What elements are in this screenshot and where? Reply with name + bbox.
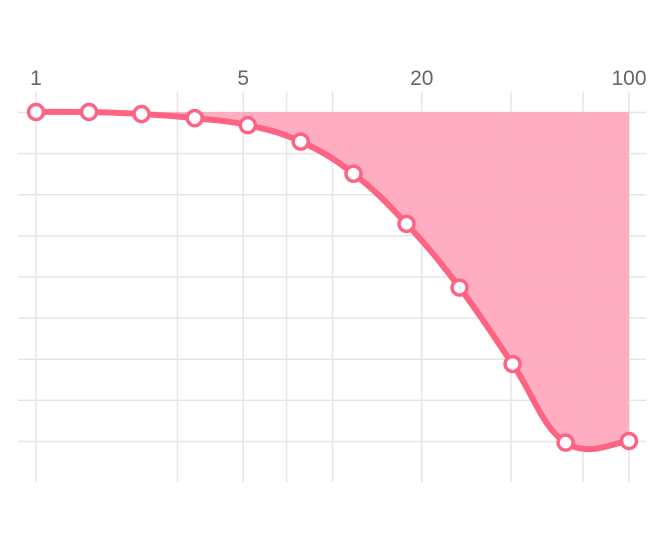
data-point: [291, 132, 310, 151]
data-point: [503, 354, 522, 374]
series-area-fill: [36, 111, 629, 450]
data-point: [185, 108, 204, 128]
data-point: [397, 214, 416, 234]
data-points: [26, 102, 639, 452]
data-point: [26, 102, 46, 122]
data-point: [619, 431, 639, 451]
data-point: [344, 164, 363, 183]
x-tick-label: 1: [30, 67, 42, 90]
data-point: [132, 104, 151, 124]
x-tick-label: 5: [237, 67, 249, 90]
data-point: [238, 115, 258, 135]
data-point: [556, 433, 575, 452]
x-tick-label: 20: [410, 67, 433, 90]
data-point: [450, 278, 469, 297]
data-point: [79, 102, 99, 122]
x-tick-label: 100: [611, 67, 646, 90]
x-axis-tick-labels: 1 5 20 100: [30, 67, 646, 90]
